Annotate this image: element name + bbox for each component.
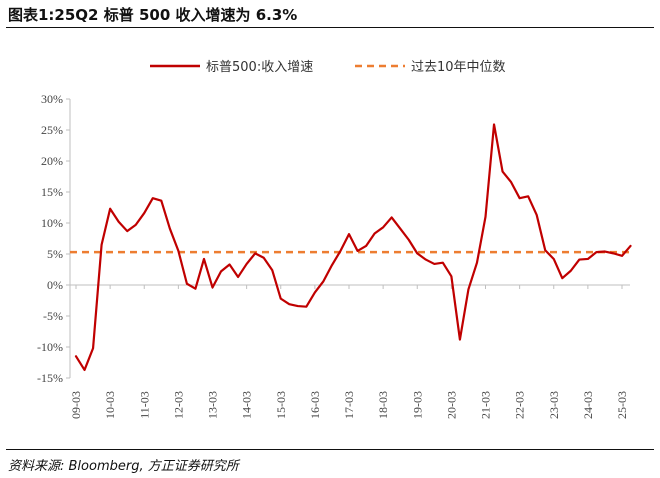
y-tick-label: 15% [41, 185, 63, 199]
y-tick-label: 20% [41, 154, 63, 168]
x-tick-label: 09-03 [69, 391, 83, 419]
y-tick-label: 5% [47, 247, 63, 261]
y-tick-label: 25% [41, 123, 63, 137]
plot-area [70, 123, 632, 372]
source-note: 资料来源: Bloomberg, 方正证券研究所 [8, 459, 239, 474]
x-tick-label: 18-03 [376, 391, 390, 419]
x-tick-label: 19-03 [410, 391, 424, 419]
x-tick-label: 25-03 [615, 391, 629, 419]
x-tick-label: 13-03 [206, 391, 220, 419]
y-tick-label: 30% [41, 92, 63, 106]
revenue-growth-line [74, 123, 632, 372]
x-tick-label: 21-03 [479, 391, 493, 419]
x-tick-label: 12-03 [171, 391, 185, 419]
y-tick-label: -10% [37, 340, 63, 354]
x-tick-label: 11-03 [137, 391, 151, 419]
title-rule [6, 27, 654, 28]
x-tick-label: 24-03 [581, 391, 595, 419]
legend-label-revenue: 标普500:收入增速 [206, 60, 313, 75]
x-tick-label: 14-03 [240, 391, 254, 419]
x-tick-label: 15-03 [274, 391, 288, 419]
x-tick-label: 23-03 [547, 391, 561, 419]
x-axis: 09-03 10-03 11-03 12-03 13-03 14-03 15-03 16-03… [69, 284, 630, 419]
source-rule [6, 449, 654, 450]
x-tick-label: 20-03 [444, 391, 458, 419]
chart-legend: 标普500:收入增速 过去10年中位数 [150, 60, 506, 75]
y-tick-label: 10% [41, 216, 63, 230]
figure-title: 图表1:25Q2 标普 500 收入增速为 6.3% [8, 6, 298, 24]
y-tick-label: -15% [37, 371, 63, 385]
y-tick-label: 0% [47, 278, 63, 292]
x-tick-label: 22-03 [513, 391, 527, 419]
legend-label-median: 过去10年中位数 [411, 60, 506, 75]
y-tick-label: -5% [43, 309, 63, 323]
y-axis: -15% -10% -5% 0% 5% 10% 15% 20% 25% 30% [37, 92, 71, 385]
x-tick-label: 17-03 [342, 391, 356, 419]
x-tick-label: 16-03 [308, 391, 322, 419]
x-tick-label: 10-03 [103, 391, 117, 419]
